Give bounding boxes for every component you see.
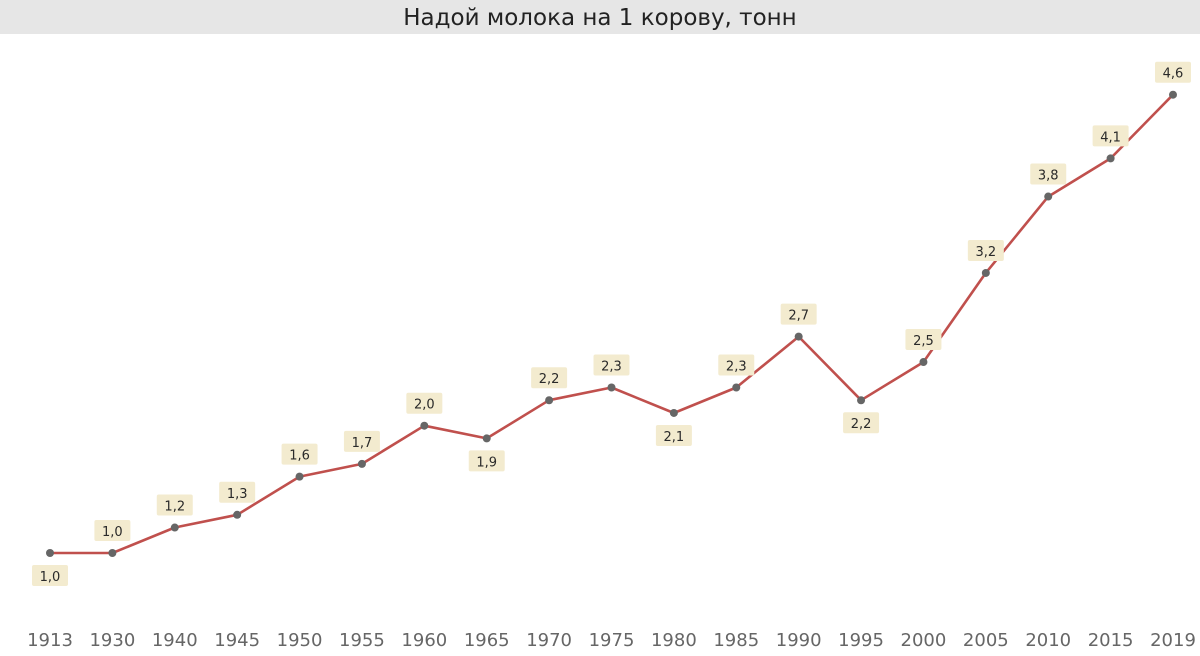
data-point	[981, 268, 990, 277]
data-point	[420, 421, 429, 430]
chart-title: Надой молока на 1 корову, тонн	[403, 5, 797, 31]
x-tick-label: 1960	[401, 630, 447, 651]
data-label-bg	[32, 565, 68, 586]
data-label: 1,6	[289, 449, 310, 464]
data-label: 1,0	[40, 570, 61, 585]
data-label: 1,0	[102, 525, 123, 540]
data-label-bg	[406, 392, 443, 414]
data-label: 1,7	[352, 436, 373, 451]
data-point	[919, 358, 928, 367]
data-label-bg	[905, 329, 942, 351]
x-tick-label: 1965	[464, 630, 510, 651]
data-point	[732, 383, 741, 392]
data-label-bg	[1155, 61, 1191, 83]
data-label-bg	[718, 354, 755, 376]
data-point	[357, 459, 366, 468]
data-point	[545, 396, 554, 405]
data-label-bg	[468, 450, 505, 472]
data-label: 4,1	[1100, 130, 1121, 145]
x-tick-label: 1985	[713, 630, 759, 651]
data-label-bg	[219, 481, 256, 503]
data-point	[170, 523, 179, 532]
data-label-bg	[281, 443, 318, 465]
data-label-bg	[780, 303, 817, 325]
series-line	[48, 93, 1175, 555]
data-label-bg	[156, 494, 193, 516]
data-label-bg	[593, 354, 630, 376]
data-label-bg	[843, 412, 880, 434]
x-tick-label: 1913	[27, 630, 73, 651]
data-label-bg	[94, 520, 131, 541]
data-label-bg	[1092, 125, 1129, 147]
data-label-bg	[655, 424, 692, 446]
x-tick-label: 2000	[901, 630, 947, 651]
data-point	[669, 408, 678, 417]
data-point	[233, 510, 242, 519]
x-tick-label: 1970	[526, 630, 572, 651]
data-label: 1,3	[227, 487, 248, 502]
data-label: 2,3	[601, 360, 622, 375]
x-tick-label: 1950	[277, 630, 323, 651]
data-point	[607, 383, 616, 392]
data-point	[108, 549, 117, 557]
data-point	[295, 472, 304, 481]
x-tick-label: 1980	[651, 630, 697, 651]
data-point	[1044, 192, 1053, 201]
data-label: 2,1	[664, 430, 685, 445]
data-point	[482, 434, 491, 443]
x-tick-label: 1930	[89, 630, 135, 651]
x-tick-label: 1990	[776, 630, 822, 651]
data-label-bg	[343, 430, 380, 452]
data-label: 1,9	[476, 455, 497, 470]
data-label: 2,2	[851, 417, 872, 432]
data-label: 2,3	[726, 360, 747, 375]
data-label: 3,8	[1038, 169, 1059, 184]
data-point	[46, 549, 54, 557]
x-tick-label: 1940	[152, 630, 198, 651]
x-tick-label: 2019	[1150, 630, 1196, 651]
data-point	[794, 332, 803, 341]
data-label: 4,6	[1163, 67, 1184, 82]
x-tick-label: 2015	[1088, 630, 1134, 651]
x-tick-label: 1955	[339, 630, 385, 651]
title-bar	[0, 0, 1200, 34]
data-label: 2,2	[539, 372, 560, 387]
data-label-bg	[531, 367, 568, 389]
data-label: 2,0	[414, 398, 435, 413]
data-label-bg	[967, 239, 1004, 261]
x-tick-label: 2010	[1025, 630, 1071, 651]
x-tick-label: 1995	[838, 630, 884, 651]
data-label: 1,2	[164, 500, 185, 515]
data-label: 3,2	[975, 245, 996, 260]
data-point	[1106, 154, 1115, 163]
data-point	[1169, 90, 1177, 99]
x-tick-label: 2005	[963, 630, 1009, 651]
data-label: 2,5	[913, 334, 934, 349]
x-tick-label: 1945	[214, 630, 260, 651]
x-tick-label: 1975	[589, 630, 635, 651]
data-label-bg	[1030, 163, 1067, 185]
data-point	[857, 396, 866, 405]
data-label: 2,7	[788, 309, 809, 324]
